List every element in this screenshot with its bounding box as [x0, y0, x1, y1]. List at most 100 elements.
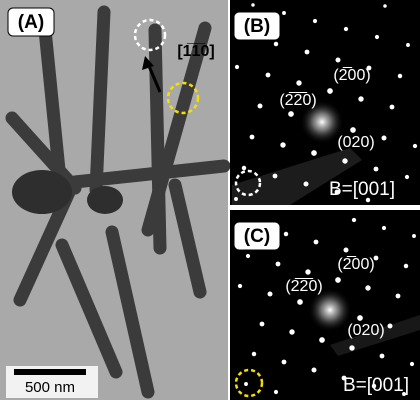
dashed-circle: [166, 81, 200, 115]
diffraction-spot: [373, 166, 379, 172]
diffraction-spot: [387, 323, 393, 329]
diffraction-spot: [267, 291, 273, 297]
diffraction-spot: [373, 255, 379, 261]
diffraction-spot: [343, 26, 349, 32]
diffraction-spot: [281, 359, 287, 365]
scale-bar: [14, 369, 86, 375]
diffraction-spot: [237, 283, 243, 289]
direction-label: [1̅1̅0]: [177, 42, 214, 60]
diffraction-spot: [303, 181, 309, 187]
diffraction-spot: [289, 329, 295, 335]
diffraction-spot: [381, 225, 387, 231]
diffraction-spot: [406, 43, 410, 47]
diffraction-spot: [349, 345, 355, 351]
diffraction-spot: [282, 11, 286, 15]
panel-label: (C): [244, 226, 270, 247]
diffraction-spot: [304, 49, 310, 55]
diffraction-spot: [335, 57, 341, 63]
diffraction-spot: [371, 383, 377, 389]
diffraction-spot: [273, 389, 279, 395]
wire: [5, 111, 82, 195]
cluster: [12, 170, 72, 214]
arrow-head: [142, 56, 154, 70]
diffraction-spot: [319, 337, 325, 343]
diffraction-spot: [251, 351, 257, 357]
diffraction-spot: [288, 111, 294, 117]
diffraction-spot: [297, 299, 303, 305]
diffraction-spot: [311, 150, 317, 156]
diffraction-spot: [404, 174, 410, 180]
zone-axis: B=[001]: [343, 375, 409, 396]
spot-label: (2̅00): [333, 66, 370, 84]
diffraction-spot: [257, 103, 263, 109]
diffraction-spot: [234, 64, 240, 70]
diffraction-spot: [383, 4, 387, 8]
diffraction-spot: [241, 165, 247, 171]
diffraction-spot: [365, 197, 371, 203]
diffraction-spot: [395, 293, 401, 299]
diffraction-spot: [412, 234, 416, 238]
diffraction-spot: [351, 217, 357, 223]
diffraction-spot: [343, 247, 349, 253]
diffraction-spot: [335, 277, 341, 283]
beam-stopper: [232, 148, 362, 205]
wire: [89, 5, 111, 197]
diffraction-spot: [357, 315, 363, 321]
diffraction-spot: [334, 189, 340, 195]
diffraction-spot: [312, 18, 318, 24]
label-box: [233, 11, 281, 41]
dashed-circle: [133, 18, 167, 52]
panel-b: (B) (2̅00) (2̅2̅0) (020) B=[001]: [230, 0, 420, 205]
cluster: [87, 186, 123, 214]
diffraction-spot: [296, 80, 302, 86]
panel-label: (A): [18, 12, 44, 33]
diffraction-spot: [365, 285, 371, 291]
panel-label: (B): [244, 16, 270, 37]
scale-label: 500 nm: [25, 379, 75, 396]
diffraction-spot: [273, 41, 279, 47]
spot-label: (2̅2̅0): [285, 277, 322, 295]
spot-label: (020): [347, 322, 384, 339]
diffraction-spot: [366, 65, 372, 71]
diffraction-spot: [311, 367, 317, 373]
arrow: [147, 65, 162, 93]
diffraction-spot: [402, 392, 406, 396]
spot-label: (2̅2̅0): [279, 91, 316, 109]
wire: [141, 21, 212, 237]
diffraction-spot: [280, 142, 286, 148]
dashed-circle: [234, 169, 262, 197]
diffraction-spot: [389, 104, 395, 110]
spot-label: (2̅00): [337, 255, 374, 273]
spot-label: (020): [337, 134, 374, 151]
central-beam: [308, 288, 352, 332]
central-beam: [300, 100, 344, 144]
nanowires: [5, 5, 231, 399]
diffraction-spot: [283, 231, 289, 237]
zone-axis: B=[001]: [329, 179, 395, 200]
panel-a: (A) [1̅1̅0] 500 nm: [0, 0, 231, 400]
diffraction-spot: [327, 88, 333, 94]
diffraction-spot: [265, 72, 271, 78]
label-box: [233, 221, 281, 251]
diffraction-spot: [305, 269, 311, 275]
diffraction-spot: [275, 261, 281, 267]
wire: [68, 159, 231, 189]
panel-c: (C) (2̅00) (2̅2̅0) (020) B=[001]: [230, 210, 420, 400]
diffraction-spot: [358, 96, 364, 102]
label-box: [7, 7, 55, 37]
dashed-circle: [234, 368, 264, 398]
diffraction-spot: [350, 127, 356, 133]
diffraction-spot: [234, 197, 238, 201]
wire: [105, 225, 155, 399]
diffraction-spot: [403, 263, 409, 269]
diffraction-spot: [245, 253, 251, 259]
diffraction-spot: [374, 34, 380, 40]
wire: [168, 178, 207, 299]
diffraction-spot: [381, 135, 387, 141]
diffraction-spot: [313, 239, 319, 245]
diffraction-spot: [379, 353, 385, 359]
diffraction-spot: [272, 173, 278, 179]
diffraction-spot: [251, 3, 255, 7]
diffraction-spot: [412, 143, 418, 149]
